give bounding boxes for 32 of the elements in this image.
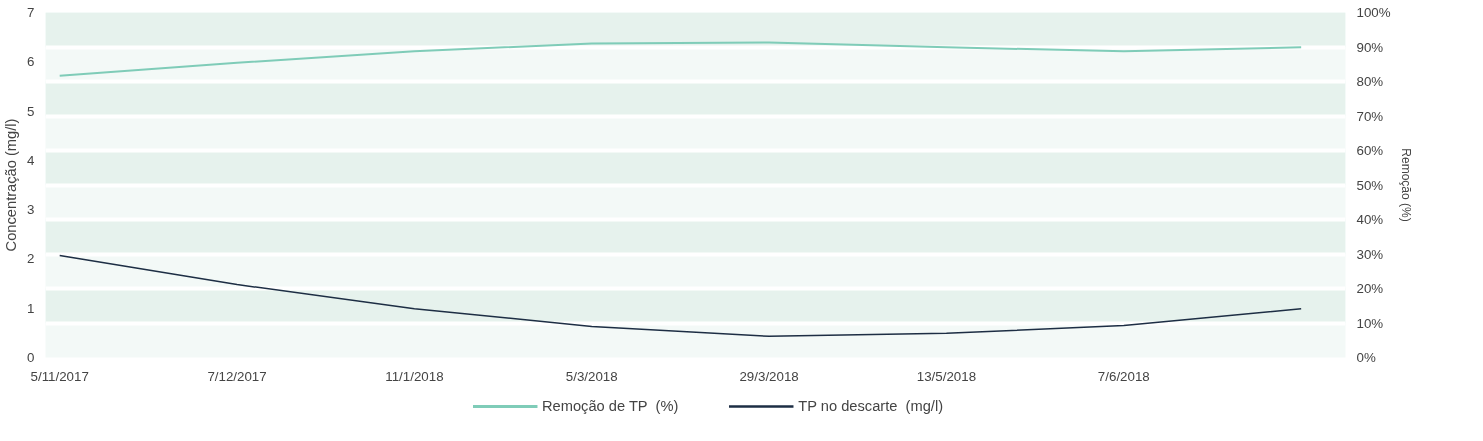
x-tick-label: 7/6/2018 [1097, 368, 1150, 384]
line-series [58, 41, 1303, 77]
line-series [58, 254, 1302, 338]
y-tick-label: 5 [27, 103, 35, 119]
x-tick-label: 13/5/2018 [916, 368, 977, 384]
y2-tick-label: 100% [1356, 5, 1391, 20]
legend-label: TP no descarte (mg/l) [798, 398, 944, 414]
y-axis-title: Concentração (mg/l) [3, 118, 20, 252]
x-tick-label: 5/11/2017 [30, 368, 89, 384]
x-tick-label: 29/3/2018 [739, 368, 799, 384]
y2-tick-label: 10% [1356, 315, 1384, 331]
y-tick-label: 2 [27, 251, 35, 267]
y2-tick-label: 30% [1356, 246, 1384, 262]
y-tick-label: 1 [27, 300, 35, 316]
y2-tick-label: 60% [1356, 143, 1384, 158]
y2-tick-label: 20% [1356, 281, 1384, 296]
y2-tick-label: 50% [1356, 177, 1384, 193]
y2-tick-label: 80% [1356, 74, 1384, 89]
y-tick-label: 0 [27, 350, 35, 365]
y-tick-label: 6 [27, 54, 35, 70]
y-tick-label: 4 [27, 152, 36, 168]
y2-tick-label: 90% [1356, 39, 1384, 55]
x-tick-label: 5/3/2018 [565, 368, 618, 384]
x-tick-label: 11/1/2018 [385, 368, 444, 384]
legend-label: Remoção de TP (%) [541, 398, 679, 414]
y2-axis-title: Remoção (%) [1398, 148, 1413, 222]
y2-tick-label: 70% [1356, 108, 1384, 124]
y2-tick-label: 40% [1356, 212, 1384, 227]
y2-tick-label: 0% [1356, 350, 1376, 365]
x-tick-label: 7/12/2017 [207, 368, 267, 384]
y-tick-label: 3 [27, 202, 35, 218]
y-tick-label: 7 [27, 5, 35, 20]
